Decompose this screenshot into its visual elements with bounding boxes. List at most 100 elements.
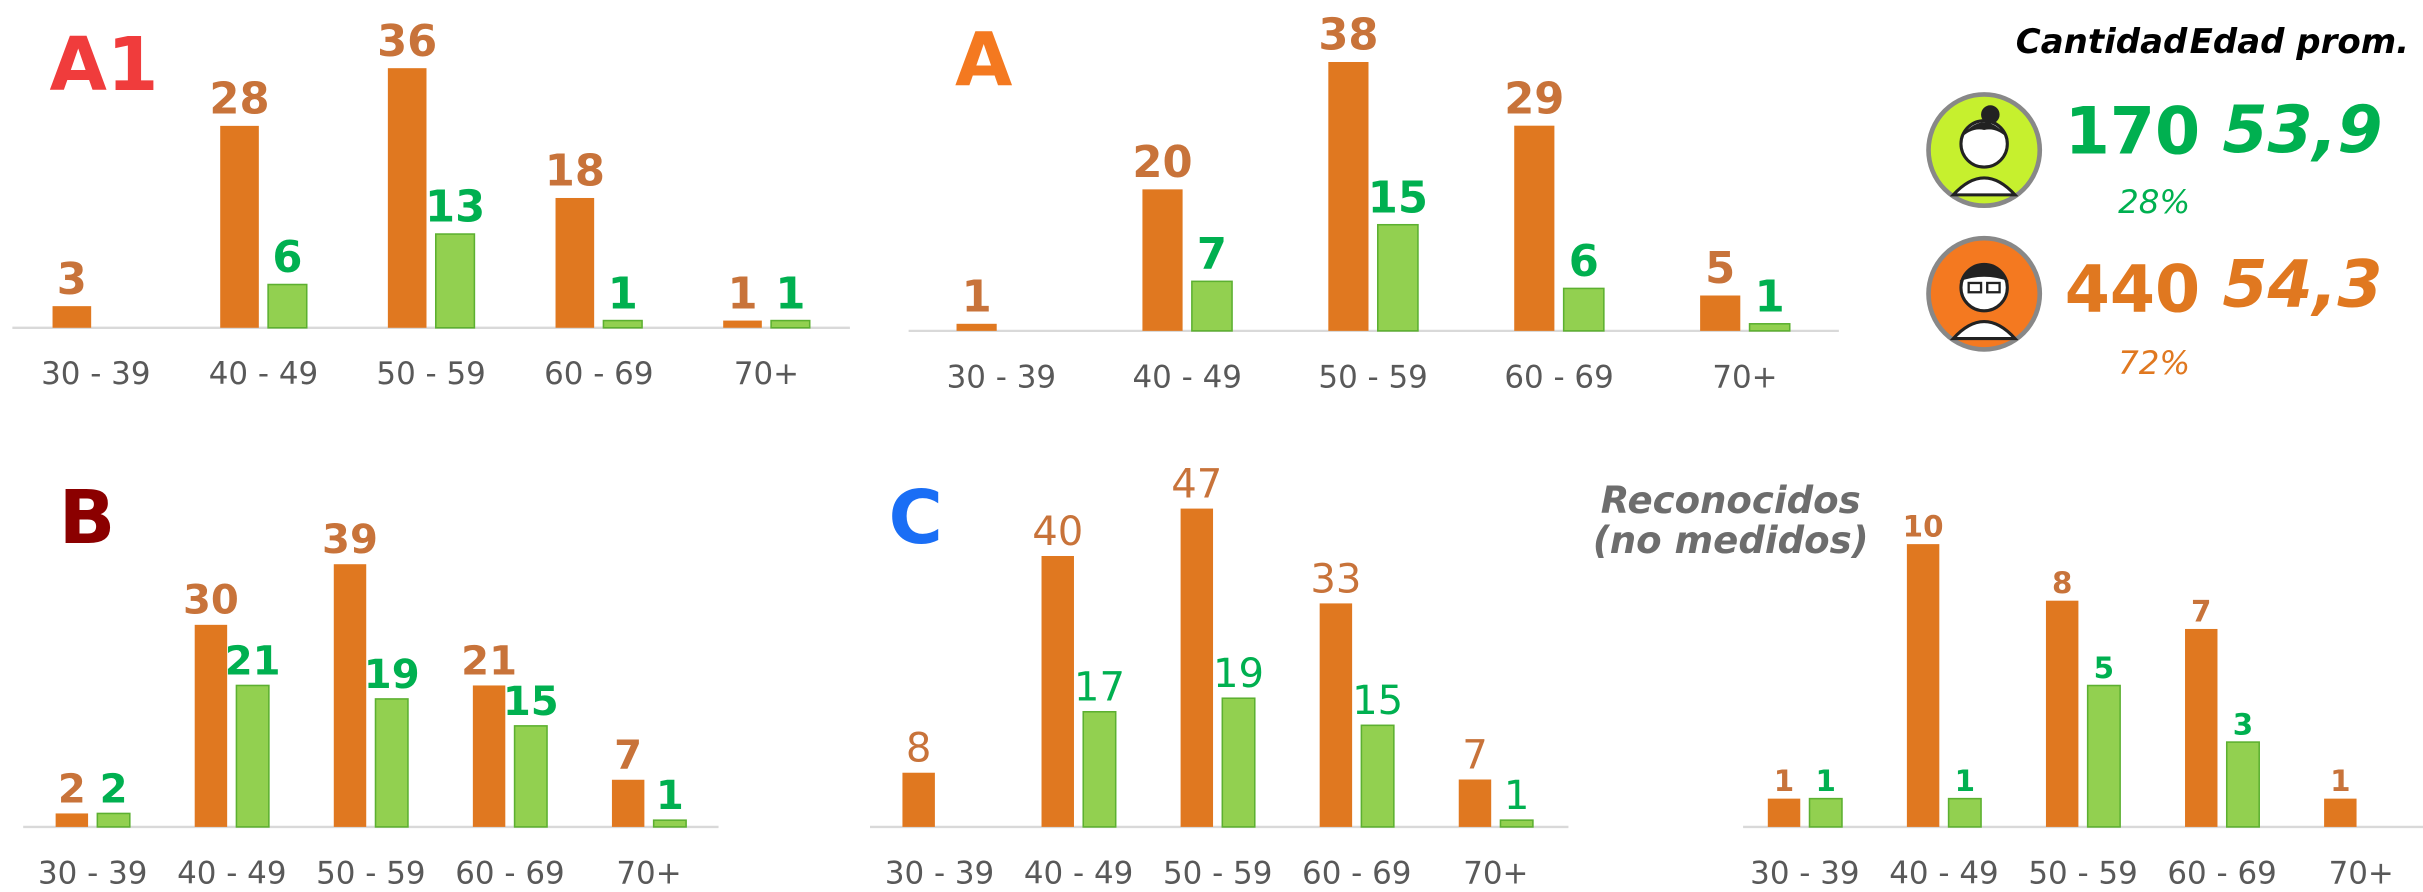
bar [434, 233, 476, 329]
bar [2185, 628, 2218, 827]
data-label: 40 [1032, 509, 1083, 555]
bar [1748, 323, 1791, 332]
x-tick-label: 30 - 39 [38, 855, 147, 891]
x-tick-label: 50 - 59 [316, 855, 425, 891]
data-label: 13 [425, 183, 485, 233]
data-label: 15 [503, 679, 559, 725]
data-label: 1 [727, 269, 757, 319]
bar [1180, 508, 1214, 827]
data-label: 2 [100, 766, 128, 812]
data-label: 19 [364, 652, 420, 698]
chart-title: C [889, 475, 943, 561]
bar [220, 125, 259, 328]
bar [374, 698, 409, 828]
x-tick-label: 60 - 69 [2167, 855, 2276, 891]
chart-title: A [955, 18, 1013, 104]
bar [96, 812, 131, 828]
data-label: 21 [225, 638, 281, 684]
bar [1458, 779, 1492, 827]
x-tick-label: 70+ [616, 855, 681, 891]
x-tick-label: 50 - 59 [2028, 855, 2137, 891]
bar [1221, 697, 1256, 828]
x-tick-label: 70+ [1712, 359, 1777, 395]
data-label: 6 [272, 233, 302, 283]
data-label: 5 [1705, 244, 1735, 294]
bar [770, 319, 811, 329]
bar [1191, 280, 1233, 332]
bar [1767, 798, 1801, 827]
x-tick-label: 60 - 69 [544, 356, 653, 392]
bar [387, 68, 427, 328]
data-label: 36 [377, 17, 437, 67]
bar [602, 319, 643, 329]
chart-title: B [59, 475, 116, 561]
average-age: 54,3 [2222, 248, 2382, 323]
x-tick-label: 50 - 59 [376, 356, 485, 392]
bar [52, 306, 92, 328]
x-tick-label: 30 - 39 [885, 855, 994, 891]
data-label: 19 [1213, 651, 1264, 697]
percent: 72% [2118, 344, 2190, 382]
data-label: 7 [1462, 732, 1488, 778]
x-tick-label: 40 - 49 [177, 855, 286, 891]
data-label: 7 [614, 733, 642, 779]
bar [472, 685, 506, 827]
x-tick-label: 30 - 39 [947, 359, 1056, 395]
header: Edad prom. [2190, 22, 2409, 62]
data-label: 15 [1352, 678, 1403, 724]
chart-title: Reconocidos [1601, 479, 1861, 522]
data-label: 1 [962, 273, 992, 323]
bar [723, 320, 762, 328]
x-tick-label: 60 - 69 [1302, 855, 1411, 891]
chart: B 30 - 39 2 2 40 - 49 30 21 50 - 59 39 19 60 - 69 2… [23, 475, 719, 891]
data-label: 15 [1368, 173, 1428, 223]
chart: C 30 - 39 8 40 - 49 40 17 50 - 59 47 19 60 - 69 33… [869, 461, 1569, 891]
data-label: 6 [1569, 237, 1599, 287]
x-tick-label: 70+ [1463, 855, 1528, 891]
x-tick-label: 40 - 49 [1133, 359, 1242, 395]
bar [1499, 819, 1534, 828]
percent: 28% [2118, 183, 2190, 221]
chart: A1 30 - 39 3 40 - 49 28 6 50 - 59 36 13 60 - 69 18… [12, 17, 850, 392]
bar [902, 772, 935, 827]
data-label: 21 [461, 638, 517, 684]
x-tick-label: 40 - 49 [1889, 855, 1998, 891]
x-tick-label: 40 - 49 [209, 356, 318, 392]
x-tick-label: 50 - 59 [1163, 855, 1272, 891]
data-label: 7 [2191, 594, 2211, 628]
bar [2045, 600, 2079, 827]
bar [1906, 544, 1940, 827]
bar [1700, 295, 1741, 331]
data-label: 1 [608, 269, 638, 319]
summary: Cantidad Edad prom. 170 53,9 28% 440 54,… [1926, 22, 2409, 382]
bar [1360, 724, 1395, 828]
count: 440 [2065, 252, 2200, 327]
data-label: 47 [1171, 461, 1222, 507]
bar [1947, 797, 1982, 828]
data-label: 17 [1074, 665, 1125, 711]
woman-icon [1926, 92, 2043, 209]
data-label: 2 [58, 766, 86, 812]
bar [1319, 603, 1353, 827]
x-tick-label: 60 - 69 [455, 855, 564, 891]
data-label: 10 [1903, 509, 1944, 543]
bar [1041, 555, 1074, 827]
data-label: 3 [2233, 707, 2253, 741]
header: Cantidad [2016, 22, 2188, 62]
bar [513, 725, 548, 828]
data-label: 8 [906, 726, 932, 772]
bar [1142, 189, 1183, 331]
chart-title: A1 [49, 22, 158, 108]
bar [2324, 798, 2357, 827]
bar [55, 813, 89, 827]
average-age: 53,9 [2222, 93, 2382, 168]
bar [333, 564, 367, 827]
data-label: 5 [2094, 651, 2114, 685]
data-label: 7 [1197, 230, 1227, 280]
bar [2225, 741, 2260, 828]
bar [1328, 61, 1369, 331]
data-label: 1 [775, 269, 805, 319]
x-tick-label: 60 - 69 [1504, 359, 1613, 395]
